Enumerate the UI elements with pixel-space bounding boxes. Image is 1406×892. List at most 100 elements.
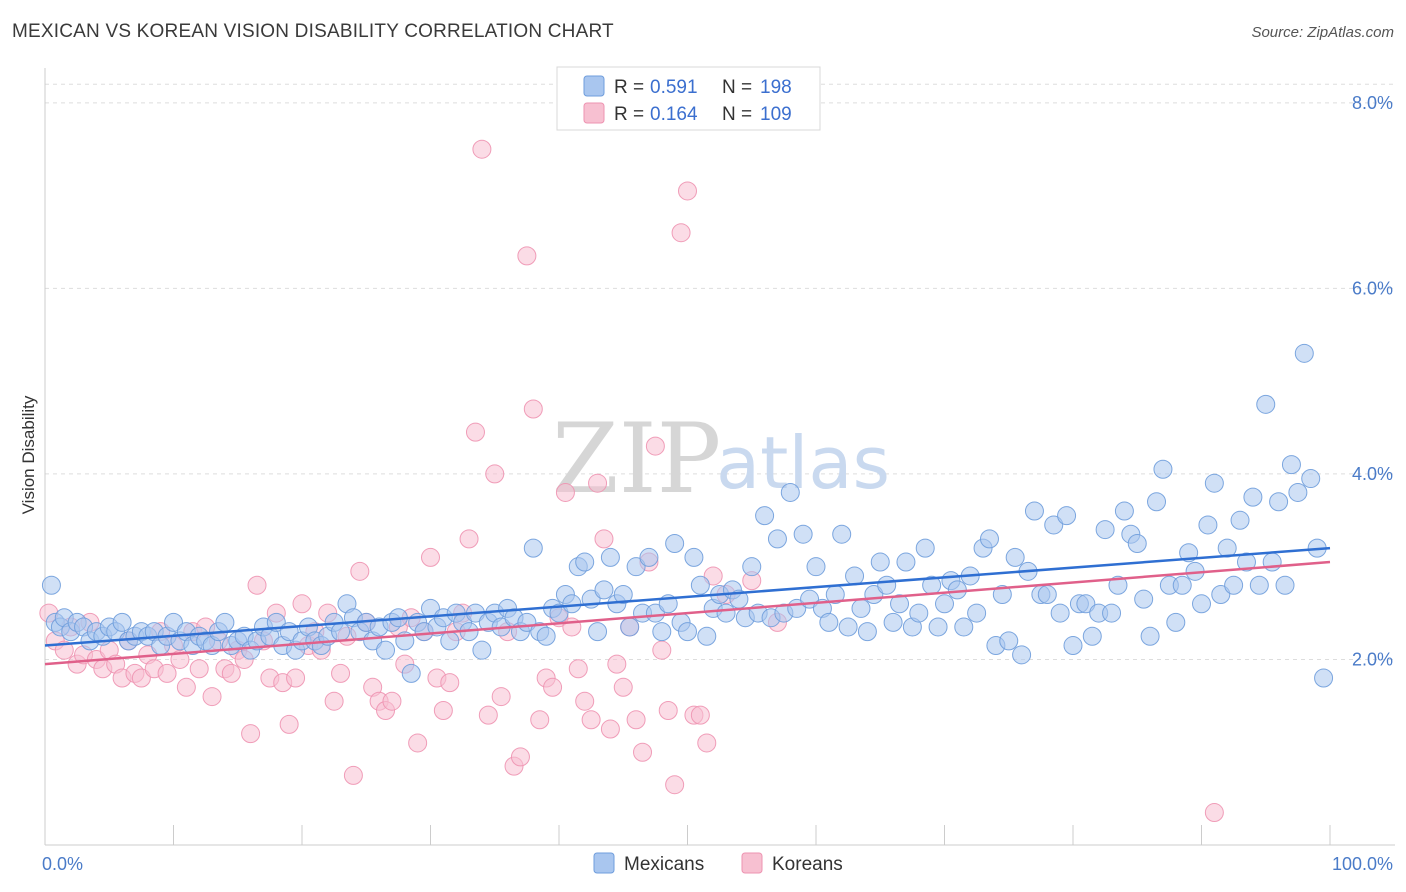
mexicans-point <box>440 631 460 651</box>
koreans-point <box>652 640 672 660</box>
koreans-point <box>517 246 537 266</box>
mexicans-point <box>845 566 865 586</box>
mexicans-point <box>1063 636 1083 656</box>
correlation-legend: R = 0.591 N = 198 R = 0.164 N = 109 <box>556 66 821 131</box>
mexicans-point <box>1076 594 1096 614</box>
koreans-point <box>472 139 492 159</box>
mexicans-point <box>857 622 877 642</box>
axes <box>44 68 1395 846</box>
mexicans-point <box>697 626 717 646</box>
koreans-point <box>581 710 601 730</box>
mexicans-points <box>41 343 1334 688</box>
koreans-point <box>633 742 653 762</box>
watermark: ZIP atlas <box>552 403 890 515</box>
mexicans-point <box>112 612 132 632</box>
koreans-point <box>54 640 74 660</box>
mexicans-point <box>594 580 614 600</box>
mexicans-point <box>979 529 999 549</box>
mexicans-point <box>883 612 903 632</box>
mexicans-point <box>819 612 839 632</box>
mexicans-point <box>536 626 556 646</box>
mexicans-point <box>1082 626 1102 646</box>
koreans-point <box>690 705 710 725</box>
bottom-legend-koreans: Koreans <box>772 854 843 875</box>
legend-koreans-swatch <box>583 102 605 124</box>
koreans-point <box>555 482 575 502</box>
mexicans-point <box>755 506 775 526</box>
mexicans-point <box>41 575 61 595</box>
mexicans-point <box>588 622 608 642</box>
mexicans-point <box>1211 585 1231 605</box>
mexicans-point <box>620 617 640 637</box>
koreans-point <box>292 594 312 614</box>
mexicans-point <box>376 640 396 660</box>
mexicans-point <box>665 533 685 553</box>
legend-mexicans-r-label: R = <box>614 77 644 98</box>
koreans-point <box>382 691 402 711</box>
legend-koreans-r-value: 0.164 <box>650 104 698 125</box>
koreans-point <box>665 775 685 795</box>
mexicans-point <box>626 557 646 577</box>
legend-mexicans-n-label: N = <box>722 77 752 98</box>
koreans-point <box>440 673 460 693</box>
koreans-point <box>588 473 608 493</box>
mexicans-point <box>1166 612 1186 632</box>
mexicans-point <box>1024 501 1044 521</box>
source-label: Source: ZipAtlas.com <box>1251 24 1394 41</box>
koreans-point <box>241 724 261 744</box>
mexicans-point <box>562 594 582 614</box>
legend-koreans-n-label: N = <box>722 104 752 125</box>
koreans-point <box>568 659 588 679</box>
mexicans-point <box>1256 394 1276 414</box>
mexicans-point <box>331 622 351 642</box>
mexicans-point <box>1301 469 1321 489</box>
mexicans-point <box>1269 492 1289 512</box>
mexicans-point <box>851 598 871 618</box>
mexicans-point <box>838 617 858 637</box>
koreans-point <box>421 547 440 567</box>
mexicans-point <box>793 524 813 544</box>
mexicans-point <box>1192 594 1211 614</box>
mexicans-point <box>575 552 595 572</box>
koreans-point <box>607 654 627 674</box>
mexicans-point <box>1236 552 1256 572</box>
mexicans-trend-line <box>44 546 1331 647</box>
y-tick-label: 8.0% <box>1352 93 1393 113</box>
trend-lines <box>44 546 1331 666</box>
mexicans-point <box>1294 343 1314 363</box>
mexicans-point <box>1172 575 1192 595</box>
legend-koreans-n-value: 109 <box>760 104 792 125</box>
koreans-point <box>286 668 306 688</box>
koreans-point <box>1204 803 1224 823</box>
mexicans-point <box>1057 506 1077 526</box>
mexicans-point <box>716 603 736 623</box>
koreans-point <box>157 663 177 683</box>
x-tick-label: 100.0% <box>1332 854 1393 874</box>
mexicans-point <box>947 580 967 600</box>
mexicans-point <box>1275 575 1295 595</box>
mexicans-point <box>1153 459 1173 479</box>
mexicans-point <box>915 538 935 558</box>
y-tick-label: 4.0% <box>1352 464 1393 484</box>
koreans-point <box>575 691 595 711</box>
y-tick-label: 6.0% <box>1352 278 1393 298</box>
mexicans-point <box>678 622 697 642</box>
koreans-point <box>671 223 691 243</box>
koreans-point <box>594 529 614 549</box>
koreans-point <box>324 691 344 711</box>
koreans-point <box>247 575 267 595</box>
koreans-point <box>613 677 633 697</box>
bottom-legend-koreans-swatch <box>741 852 763 874</box>
koreans-point <box>343 765 363 785</box>
mexicans-point <box>472 640 492 660</box>
koreans-point <box>543 677 563 697</box>
mexicans-point <box>1037 585 1057 605</box>
x-tick-label: 0.0% <box>42 854 83 874</box>
mexicans-point <box>967 603 987 623</box>
koreans-point <box>703 566 723 586</box>
mexicans-point <box>1147 492 1167 512</box>
mexicans-point <box>1102 603 1122 623</box>
mexicans-point <box>401 663 421 683</box>
watermark-atlas: atlas <box>716 421 890 505</box>
